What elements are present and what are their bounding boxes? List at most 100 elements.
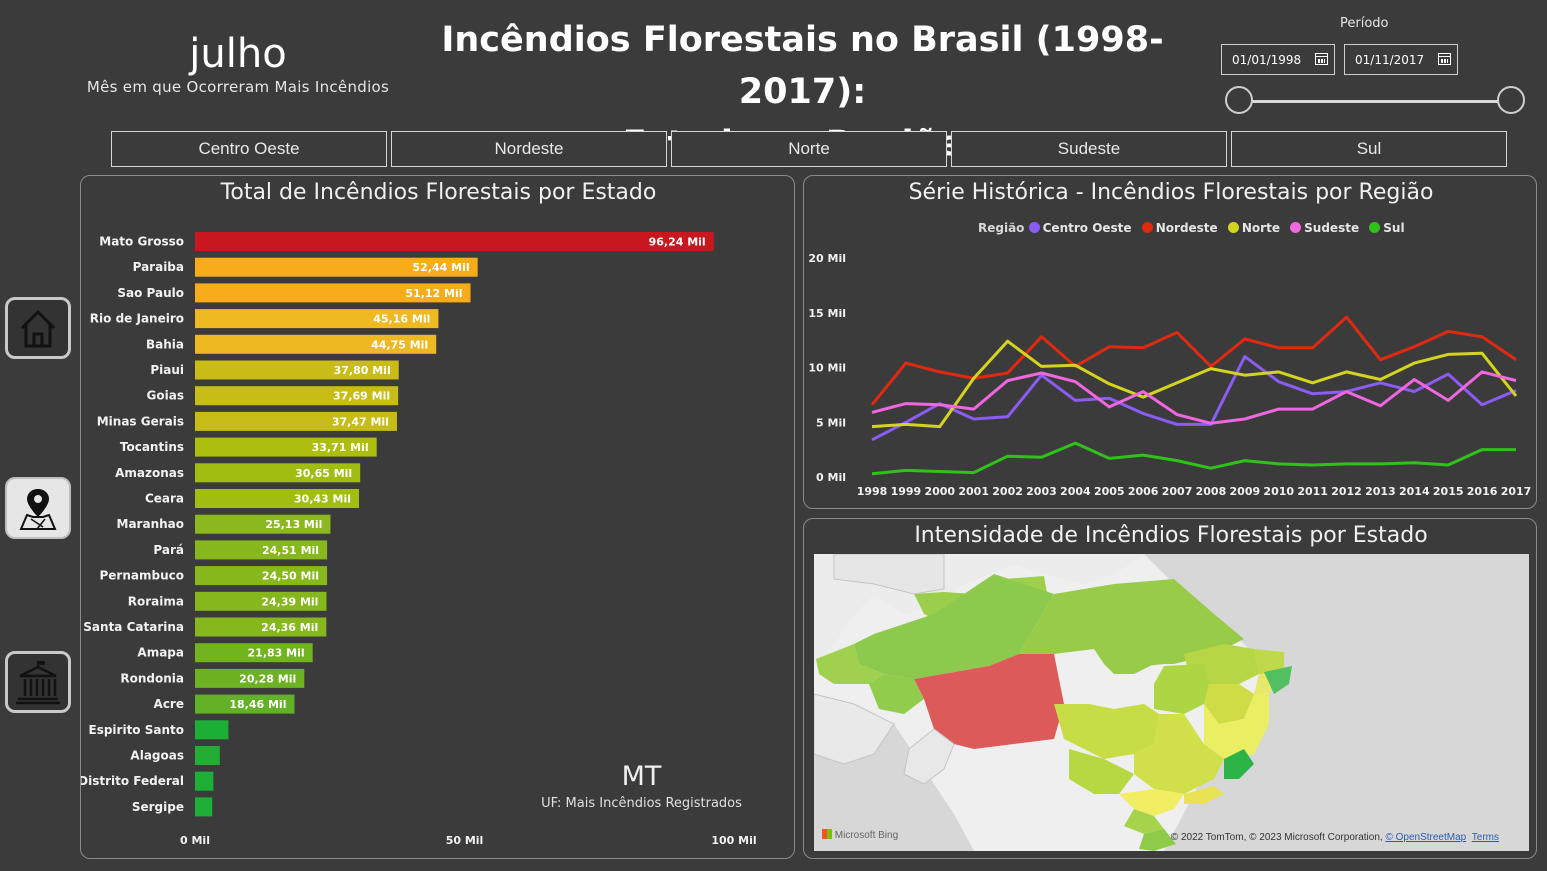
map-brand: Microsoft Bing <box>822 829 898 841</box>
bar[interactable] <box>195 437 377 457</box>
state-goias <box>1054 704 1159 759</box>
legend-item[interactable]: Sudeste <box>1290 221 1359 235</box>
region-button-nordeste[interactable]: Nordeste <box>391 131 667 167</box>
bar-chart-svg: Mato Grosso 96,24 Mil Paraiba 52,44 Mil Sao … <box>81 232 757 847</box>
legend-dot-icon <box>1369 222 1381 233</box>
bar[interactable] <box>195 566 328 586</box>
month-kpi-value: julho <box>189 31 287 77</box>
bar-category-label: Amapa <box>137 646 184 660</box>
month-kpi-card: julho Mês em que Ocorreram Mais Incêndio… <box>82 30 394 96</box>
end-date-input[interactable]: 01/11/2017 <box>1344 44 1458 75</box>
filled-map[interactable]: Microsoft Bing © 2022 TomTom, © 2023 Mic… <box>814 554 1529 851</box>
bar[interactable] <box>195 283 471 303</box>
region-button-sul[interactable]: Sul <box>1231 131 1507 167</box>
x-axis-tick: 2005 <box>1094 485 1125 498</box>
bar[interactable] <box>195 360 399 380</box>
x-axis-tick: 2006 <box>1128 485 1159 498</box>
bar-category-label: Alagoas <box>130 749 184 763</box>
start-date-input[interactable]: 01/01/1998 <box>1221 44 1335 75</box>
line-chart-panel: Série Histórica - Incêndios Florestais p… <box>803 175 1537 509</box>
state-para-amapa <box>1019 579 1244 674</box>
bar-category-label: Santa Catarina <box>83 620 184 634</box>
nav-home-button[interactable] <box>5 297 71 359</box>
legend-item[interactable]: Sul <box>1369 221 1405 235</box>
series-line[interactable] <box>871 339 1518 429</box>
bar[interactable] <box>195 334 437 354</box>
bar[interactable] <box>195 489 360 508</box>
bar-value-label: 37,80 Mil <box>334 364 391 377</box>
map-brand-text: Microsoft Bing <box>834 830 899 841</box>
x-axis-tick: 2002 <box>992 485 1023 498</box>
map-svg <box>814 554 1529 851</box>
terms-link[interactable]: Terms <box>1471 832 1499 843</box>
bar[interactable] <box>195 694 295 714</box>
map-title: Intensidade de Incêndios Florestais por … <box>914 523 1428 548</box>
x-axis-tick: 2008 <box>1196 485 1227 498</box>
bar-category-label: Pará <box>153 543 184 557</box>
legend-item-label: Centro Oeste <box>1042 221 1132 235</box>
bar-category-label: Sergipe <box>132 800 184 814</box>
bar[interactable] <box>195 643 313 663</box>
bar[interactable] <box>195 232 714 251</box>
series-line[interactable] <box>871 370 1517 425</box>
bar[interactable] <box>195 411 397 431</box>
x-axis-tick: 2004 <box>1060 485 1091 498</box>
bar-category-label: Amazonas <box>115 466 184 480</box>
x-axis-tick: 1998 <box>857 485 888 498</box>
period-slider-start-handle[interactable] <box>1225 86 1253 114</box>
bar-value-label: 30,65 Mil <box>295 467 352 480</box>
state-santa-catarina <box>1139 829 1176 851</box>
legend-item[interactable]: Nordeste <box>1141 221 1218 235</box>
region-button-sudeste[interactable]: Sudeste <box>951 131 1227 167</box>
bar-value-label: 52,44 Mil <box>413 261 470 274</box>
bar[interactable] <box>195 617 327 637</box>
osm-link[interactable]: © OpenStreetMap <box>1385 832 1467 843</box>
series-line[interactable] <box>871 441 1516 476</box>
state-mato-grosso <box>914 654 1064 749</box>
bar[interactable] <box>195 720 229 740</box>
x-axis-tick: 50 Mil <box>446 834 484 847</box>
calendar-icon[interactable] <box>1438 53 1451 65</box>
legend-item[interactable]: Centro Oeste <box>1028 221 1132 235</box>
bar[interactable] <box>195 309 439 329</box>
legend-item[interactable]: Norte <box>1227 221 1280 235</box>
region-button-norte[interactable]: Norte <box>671 131 947 167</box>
government-building-icon <box>16 661 60 705</box>
legend-dot-icon <box>1227 222 1239 233</box>
bar[interactable] <box>195 591 327 611</box>
bar-chart-panel: Total de Incêndios Florestais por Estado… <box>80 175 795 859</box>
x-axis-tick: 2011 <box>1297 485 1328 498</box>
bar-category-label: Paraiba <box>133 260 184 274</box>
y-axis-tick: 15 Mil <box>808 307 846 320</box>
legend-dot-icon <box>1290 222 1302 233</box>
series-line[interactable] <box>870 315 1517 406</box>
bar[interactable] <box>195 463 361 483</box>
legend-dot-icon <box>1141 222 1153 233</box>
x-axis-tick: 0 Mil <box>180 834 210 847</box>
period-slider-track[interactable] <box>1239 100 1511 103</box>
state-rio-de-janeiro <box>1184 786 1224 804</box>
neighbor-venezuela <box>833 554 945 595</box>
bar[interactable] <box>195 771 214 791</box>
bar[interactable] <box>195 540 328 560</box>
period-slider-end-handle[interactable] <box>1497 86 1525 114</box>
nav-building-button[interactable] <box>5 651 71 713</box>
series-line[interactable] <box>871 355 1517 442</box>
calendar-icon[interactable] <box>1315 53 1328 65</box>
bar-category-label: Acre <box>154 697 184 711</box>
nav-map-button[interactable] <box>5 477 71 539</box>
bar[interactable] <box>195 514 331 534</box>
state-minas-gerais <box>1134 714 1224 794</box>
bar[interactable] <box>195 257 478 277</box>
region-button-centro-oeste[interactable]: Centro Oeste <box>111 131 387 167</box>
bar-value-label: 30,43 Mil <box>294 493 351 506</box>
state-piaui <box>1204 684 1254 724</box>
bar[interactable] <box>195 746 220 765</box>
bar[interactable] <box>195 386 399 406</box>
x-axis-tick: 2007 <box>1162 485 1193 498</box>
bar[interactable] <box>195 797 213 817</box>
bar-value-label: 96,24 Mil <box>649 236 706 249</box>
y-axis-tick: 0 Mil <box>816 471 846 484</box>
bar[interactable] <box>195 668 305 688</box>
start-date-value: 01/01/1998 <box>1232 53 1302 67</box>
